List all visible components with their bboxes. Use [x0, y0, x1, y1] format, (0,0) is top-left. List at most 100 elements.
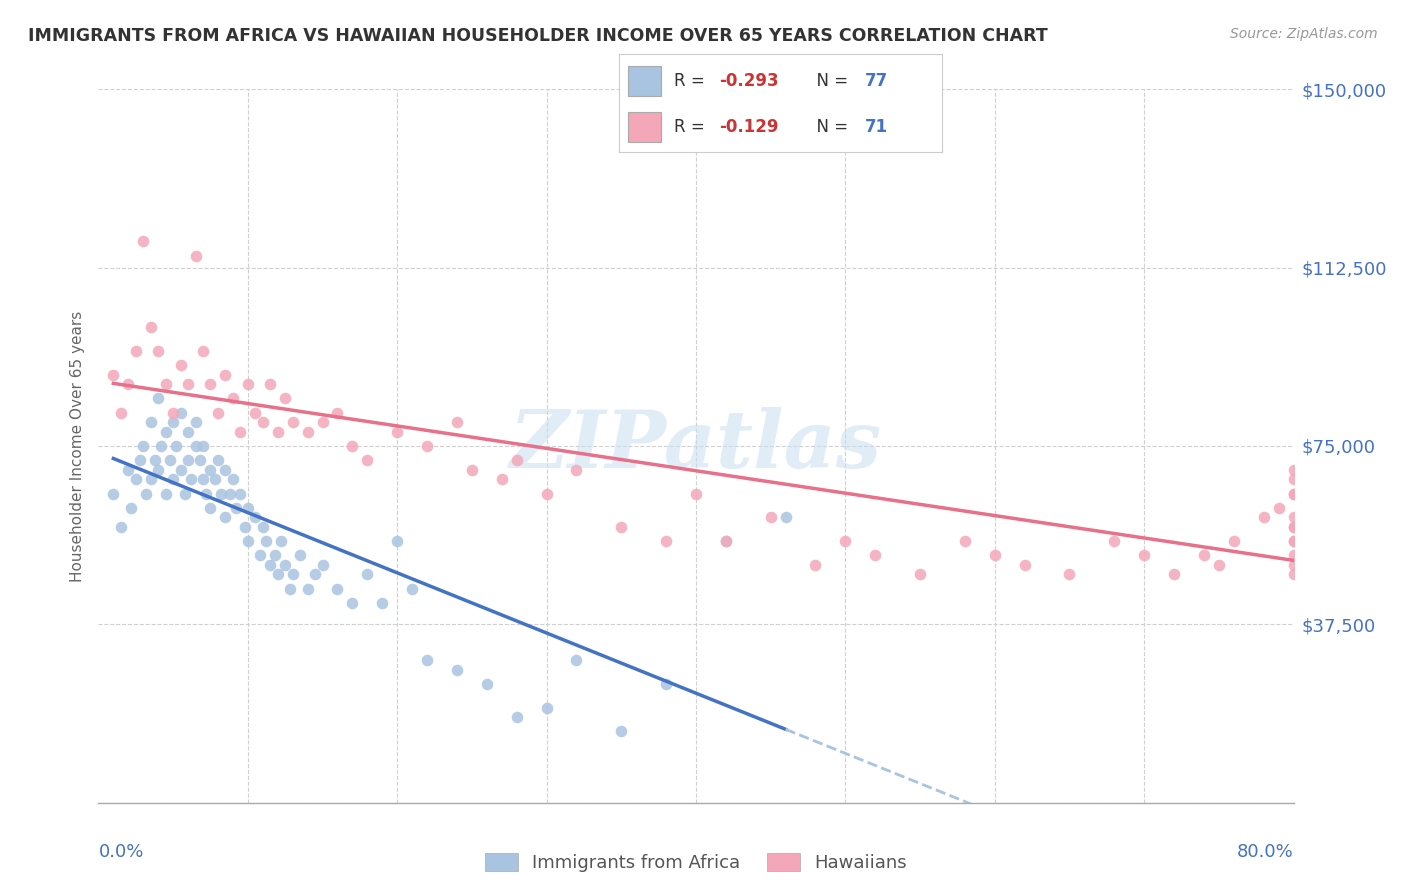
Point [259, 558, 281, 572]
Point [356, 453, 378, 467]
Point [1282, 510, 1305, 524]
Point [274, 558, 297, 572]
Point [1133, 549, 1156, 563]
Point [207, 406, 229, 420]
Point [139, 320, 162, 334]
Point [180, 472, 202, 486]
Point [200, 377, 222, 392]
Point [191, 343, 214, 358]
Text: 77: 77 [865, 72, 887, 90]
Point [148, 463, 170, 477]
Point [191, 439, 214, 453]
Point [1282, 520, 1305, 534]
Point [249, 549, 271, 563]
Point [1267, 500, 1289, 515]
Point [1282, 472, 1305, 486]
Point [281, 415, 304, 429]
Point [139, 415, 162, 429]
Point [177, 377, 200, 392]
Point [169, 406, 191, 420]
Point [207, 453, 229, 467]
Point [326, 406, 349, 420]
Point [110, 520, 132, 534]
Point [132, 439, 155, 453]
Point [297, 425, 319, 439]
FancyBboxPatch shape [628, 66, 661, 95]
Point [461, 463, 484, 477]
Point [685, 486, 707, 500]
Point [135, 486, 157, 500]
Point [759, 510, 782, 524]
Point [195, 486, 218, 500]
Point [267, 567, 290, 582]
Text: N =: N = [806, 72, 853, 90]
Point [225, 500, 247, 515]
Point [475, 677, 498, 691]
Point [150, 439, 173, 453]
Point [834, 534, 856, 549]
Point [278, 582, 301, 596]
Point [1282, 534, 1305, 549]
Point [169, 463, 191, 477]
Point [1104, 534, 1126, 549]
Point [536, 700, 558, 714]
Point [125, 343, 148, 358]
Legend: Immigrants from Africa, Hawaiians: Immigrants from Africa, Hawaiians [478, 846, 914, 880]
Point [184, 439, 207, 453]
Point [908, 567, 931, 582]
Y-axis label: Householder Income Over 65 years: Householder Income Over 65 years [70, 310, 86, 582]
Point [385, 534, 409, 549]
Point [259, 377, 281, 392]
Point [446, 663, 468, 677]
Point [1282, 549, 1305, 563]
Point [117, 463, 139, 477]
Point [506, 710, 529, 724]
Point [1282, 486, 1305, 500]
Point [120, 500, 142, 515]
Point [655, 534, 678, 549]
Point [177, 425, 200, 439]
Point [297, 582, 319, 596]
Point [267, 425, 290, 439]
Point [1282, 520, 1305, 534]
Point [1282, 558, 1305, 572]
Point [148, 343, 170, 358]
Text: R =: R = [673, 118, 710, 136]
Point [1253, 510, 1275, 524]
Point [1282, 463, 1305, 477]
Point [222, 392, 245, 406]
Point [1282, 567, 1305, 582]
Point [304, 567, 326, 582]
Text: -0.293: -0.293 [718, 72, 779, 90]
Point [446, 415, 468, 429]
Text: 0.0%: 0.0% [98, 843, 143, 861]
Point [274, 392, 297, 406]
Point [155, 486, 177, 500]
Point [162, 472, 184, 486]
Point [169, 358, 191, 372]
Point [416, 653, 439, 667]
Point [191, 472, 214, 486]
Point [148, 392, 170, 406]
Point [385, 425, 409, 439]
Point [326, 582, 349, 596]
Point [252, 415, 274, 429]
Text: -0.129: -0.129 [718, 118, 779, 136]
Point [775, 510, 797, 524]
Point [155, 377, 177, 392]
Text: N =: N = [806, 118, 853, 136]
Text: R =: R = [673, 72, 710, 90]
Point [103, 368, 125, 382]
Point [1059, 567, 1081, 582]
Point [214, 368, 236, 382]
Text: 71: 71 [865, 118, 887, 136]
Point [401, 582, 423, 596]
Point [804, 558, 827, 572]
Point [536, 486, 558, 500]
Point [184, 249, 207, 263]
Text: ZIPatlas: ZIPatlas [510, 408, 882, 484]
Point [162, 406, 184, 420]
Point [311, 558, 333, 572]
Point [125, 472, 148, 486]
Point [245, 406, 267, 420]
